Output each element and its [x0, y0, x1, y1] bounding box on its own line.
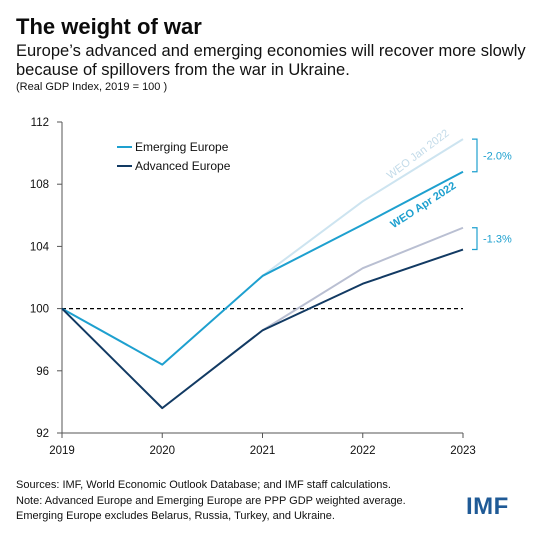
legend-label-emerging: Emerging Europe [135, 140, 229, 154]
legend-label-advanced: Advanced Europe [135, 159, 231, 173]
series-line-emerging-europe [61, 170, 464, 366]
chart-subtitle: Europe’s advanced and emerging economies… [16, 42, 526, 79]
y-tick-label: 112 [31, 117, 49, 129]
y-tick-label: 104 [30, 241, 50, 253]
footnotes: Sources: IMF, World Economic Outlook Dat… [16, 478, 406, 525]
series-line-advanced-jan-forecast [261, 226, 464, 332]
y-tick-label: 108 [30, 179, 49, 191]
series-line-advanced-europe [61, 248, 464, 410]
annotation-advanced-gap-bracket [472, 227, 478, 251]
y-tick-label: 96 [36, 366, 49, 378]
annotation-advanced-gap: -1.3% [483, 234, 512, 246]
annotation-emerging-gap-bracket [472, 138, 478, 173]
x-tick-label: 2022 [350, 445, 376, 457]
footnote-exclusions: Emerging Europe excludes Belarus, Russia… [16, 510, 335, 522]
series-line-emerging-jan-forecast [261, 138, 464, 277]
x-tick-label: 2020 [149, 445, 175, 457]
y-tick-label: 100 [30, 304, 49, 316]
x-tick-label: 2019 [49, 445, 75, 457]
x-tick-label: 2023 [450, 445, 476, 457]
y-tick-label: 92 [36, 428, 49, 440]
footnote-sources: Sources: IMF, World Economic Outlook Dat… [16, 479, 391, 491]
imf-logo: IMF [466, 493, 509, 520]
x-tick-label: 2021 [250, 445, 276, 457]
units-label: (Real GDP Index, 2019 = 100 ) [16, 81, 168, 93]
page-title: The weight of war [16, 14, 202, 39]
footnote-note: Note: Advanced Europe and Emerging Europ… [16, 494, 406, 507]
annotation-weo-jan-2022: WEO Jan 2022 [385, 127, 452, 181]
line-chart: 92 96 100 104 108 112 2019 2020 2021 2022 2023 Emer… [30, 117, 512, 457]
annotation-emerging-gap: -2.0% [483, 150, 512, 162]
